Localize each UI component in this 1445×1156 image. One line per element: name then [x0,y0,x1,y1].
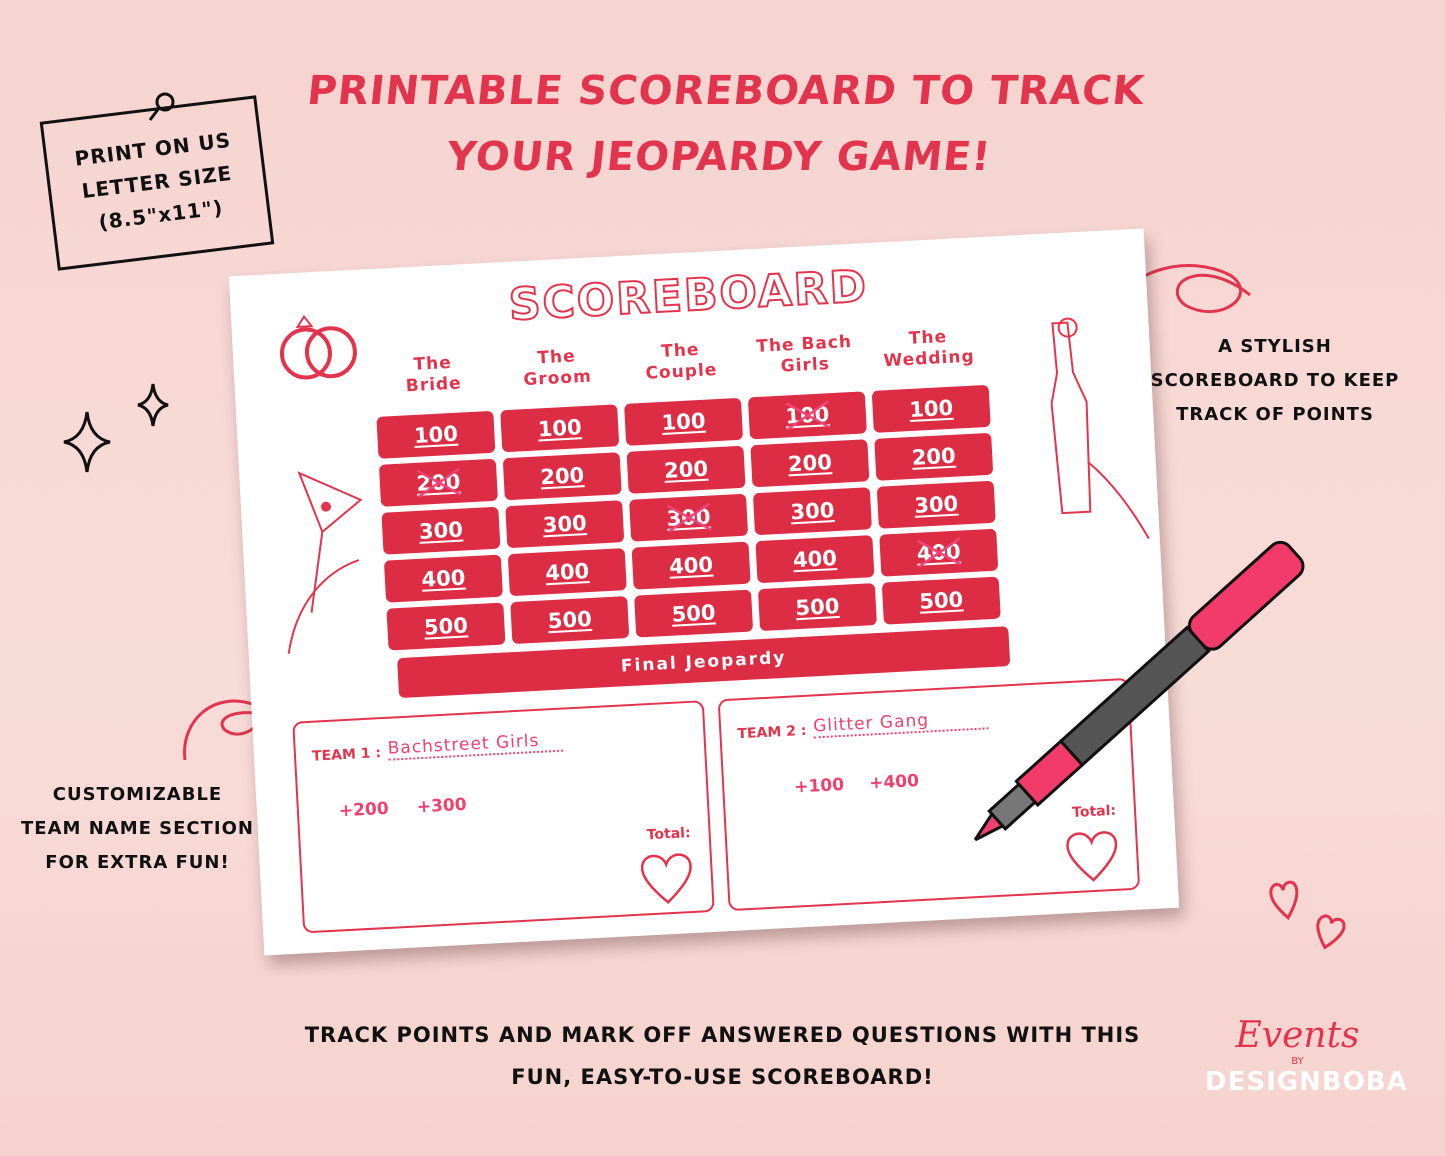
category-header: The Bride [373,351,493,399]
sparkle-icon [137,383,169,427]
callout-line: A stylish [1218,336,1332,357]
clue-value: 500 [918,587,964,614]
clue-value: 400 [668,552,714,579]
footer-line: fun, easy-to-use scoreboard! [511,1065,934,1089]
clue-cell[interactable]: 100 [747,391,867,440]
clue-value: 400 [792,546,838,573]
cross-off-mark-icon [917,537,962,568]
footer-text: Track points and mark off answered quest… [0,1014,1445,1098]
pushpin-icon [148,92,175,121]
team-1-card: TEAM 1 : Bachstreet Girls +200 +300 Tota… [292,700,715,934]
clue-value: 500 [794,593,840,621]
clue-value: 200 [539,463,585,490]
category-header: The Wedding [869,325,989,373]
callout-stylish: A stylish scoreboard to keep track of po… [1140,330,1410,432]
clue-value: 500 [671,600,717,627]
team-point: +200 [338,798,390,822]
bottle-hand-icon [1050,317,1150,540]
clue-value: 300 [913,491,959,518]
clue-cell[interactable]: 300 [381,506,501,555]
clue-cell[interactable]: 300 [505,500,625,549]
clue-cell[interactable]: 400 [507,548,627,597]
clue-value: 200 [911,443,957,470]
martini-hand-icon [287,471,363,654]
sparkle-icon [63,411,111,473]
clue-cell[interactable]: 100 [624,397,744,446]
total-label: Total: [646,825,692,844]
wedding-rings-icon [279,314,357,380]
clue-value: 400 [420,565,466,592]
cross-off-mark-icon [416,467,462,498]
clue-value: 300 [542,511,588,538]
callout-team-names: Customizable team name section for extra… [10,778,265,880]
logo-by: BY [1291,1056,1304,1067]
team-name-field[interactable]: Glitter Gang [812,707,989,739]
team-point: +300 [416,794,468,818]
scoreboard-title: SCOREBOARD [507,260,871,332]
callout-line: Customizable [52,784,223,805]
clue-cell[interactable]: 400 [879,528,999,577]
heart-doodle-icon [1269,880,1299,921]
footer-line: Track points and mark off answered quest… [304,1023,1141,1047]
team-point: +400 [868,771,920,794]
clue-cell[interactable]: 400 [755,535,875,584]
total-label: Total: [1071,802,1117,822]
heart-doodle-icon [1316,914,1346,950]
clue-value: 200 [787,450,833,477]
clue-cell[interactable]: 500 [881,576,1001,625]
clue-value: 100 [908,395,954,422]
category-header: The Bach Girls [745,331,865,379]
clue-cell[interactable]: 300 [629,493,749,542]
callout-line: team name section [21,818,254,839]
team-label: TEAM 2 : [737,722,807,743]
print-size-note: Print on US letter size (8.5"x11") [39,95,275,271]
logo-brand: DESIGNBOBA [1205,1067,1408,1097]
clue-cell[interactable]: 100 [871,384,991,433]
clue-cell[interactable]: 200 [626,445,746,494]
clue-cell[interactable]: 200 [378,458,498,507]
callout-line: scoreboard to keep [1150,370,1400,391]
clue-cell[interactable]: 100 [376,410,496,459]
clue-value: 300 [418,517,464,544]
callout-line: track of points [1176,404,1374,425]
clue-value: 200 [663,456,709,483]
category-header: The Couple [621,338,741,386]
clue-cell[interactable]: 400 [383,554,503,603]
clue-cell[interactable]: 400 [631,541,751,590]
team-2-card: TEAM 2 : Glitter Gang +100 +400 Total: [717,677,1141,912]
clue-cell[interactable]: 500 [634,589,754,638]
clue-value: 100 [537,415,583,442]
clue-cell[interactable]: 500 [386,602,506,651]
team-name-field[interactable]: Bachstreet Girls [387,729,564,761]
clue-cell[interactable]: 300 [752,487,872,536]
cross-off-mark-icon [666,502,712,533]
callout-line: for extra fun! [45,852,230,873]
team-label: TEAM 1 : [311,745,382,765]
clue-value: 400 [544,558,590,586]
cross-off-mark-icon [785,400,831,431]
marker-pen-icon [970,540,1305,844]
clue-cell[interactable]: 200 [502,452,622,501]
clue-cell[interactable]: 200 [750,439,870,488]
clue-value: 100 [413,421,459,448]
clue-cell[interactable]: 500 [510,596,630,645]
team-point: +100 [793,774,845,798]
heart-total-icon [1066,831,1118,882]
clue-cell[interactable]: 300 [876,480,996,529]
logo-script: Events [1235,1015,1360,1056]
clue-cell[interactable]: 100 [500,404,620,453]
clue-value: 500 [423,613,469,640]
clue-cell[interactable]: 200 [874,432,994,481]
clue-value: 300 [789,498,835,525]
clue-value: 100 [661,408,707,435]
heart-total-icon [640,853,692,904]
clue-value: 500 [547,606,593,634]
clue-cell[interactable]: 500 [757,583,877,632]
brand-logo: Events BY DESIGNBOBA [1205,1015,1408,1097]
category-header: The Groom [497,344,617,392]
